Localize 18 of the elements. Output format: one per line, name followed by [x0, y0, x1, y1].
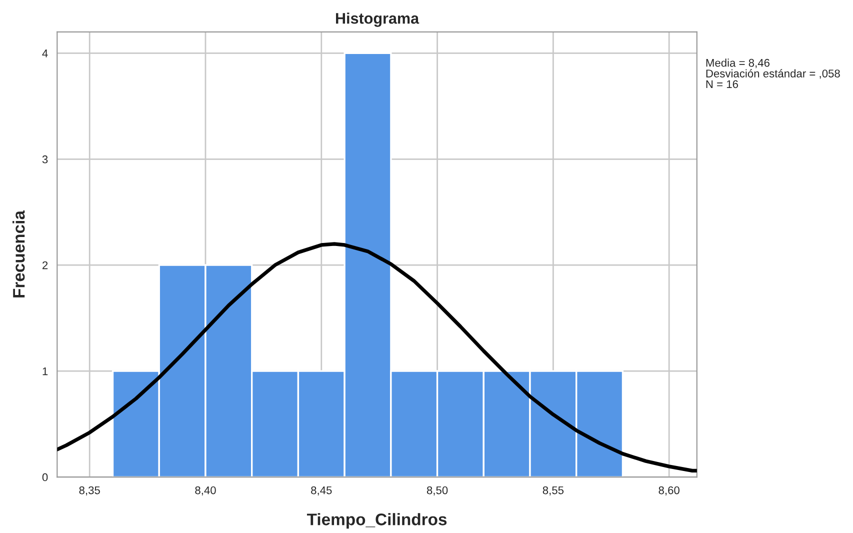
x-tick-label: 8,40: [195, 486, 216, 496]
chart-title: Histograma: [336, 12, 420, 27]
y-tick-label: 1: [42, 367, 48, 376]
x-tick-label: 8,35: [79, 486, 100, 496]
y-axis-title: Frecuencia: [12, 210, 25, 298]
x-tick-label: 8,50: [426, 486, 448, 496]
y-tick-label: 3: [42, 155, 48, 164]
x-tick-label: 8,60: [658, 486, 680, 496]
x-tick-label: 8,45: [311, 486, 332, 496]
text: Desviación estándar = ,058: [706, 69, 840, 79]
y-tick-label: 4: [42, 50, 48, 58]
line-series: [57, 242, 697, 472]
x-tick-label: 8,55: [542, 486, 564, 496]
x-axis-title: Tiempo_Cilindros: [306, 513, 447, 529]
text: N = 16: [706, 80, 738, 88]
y-tick-label: 2: [42, 261, 48, 270]
text: Media = 8,46: [706, 58, 770, 68]
y-tick-label: 0: [42, 473, 48, 482]
